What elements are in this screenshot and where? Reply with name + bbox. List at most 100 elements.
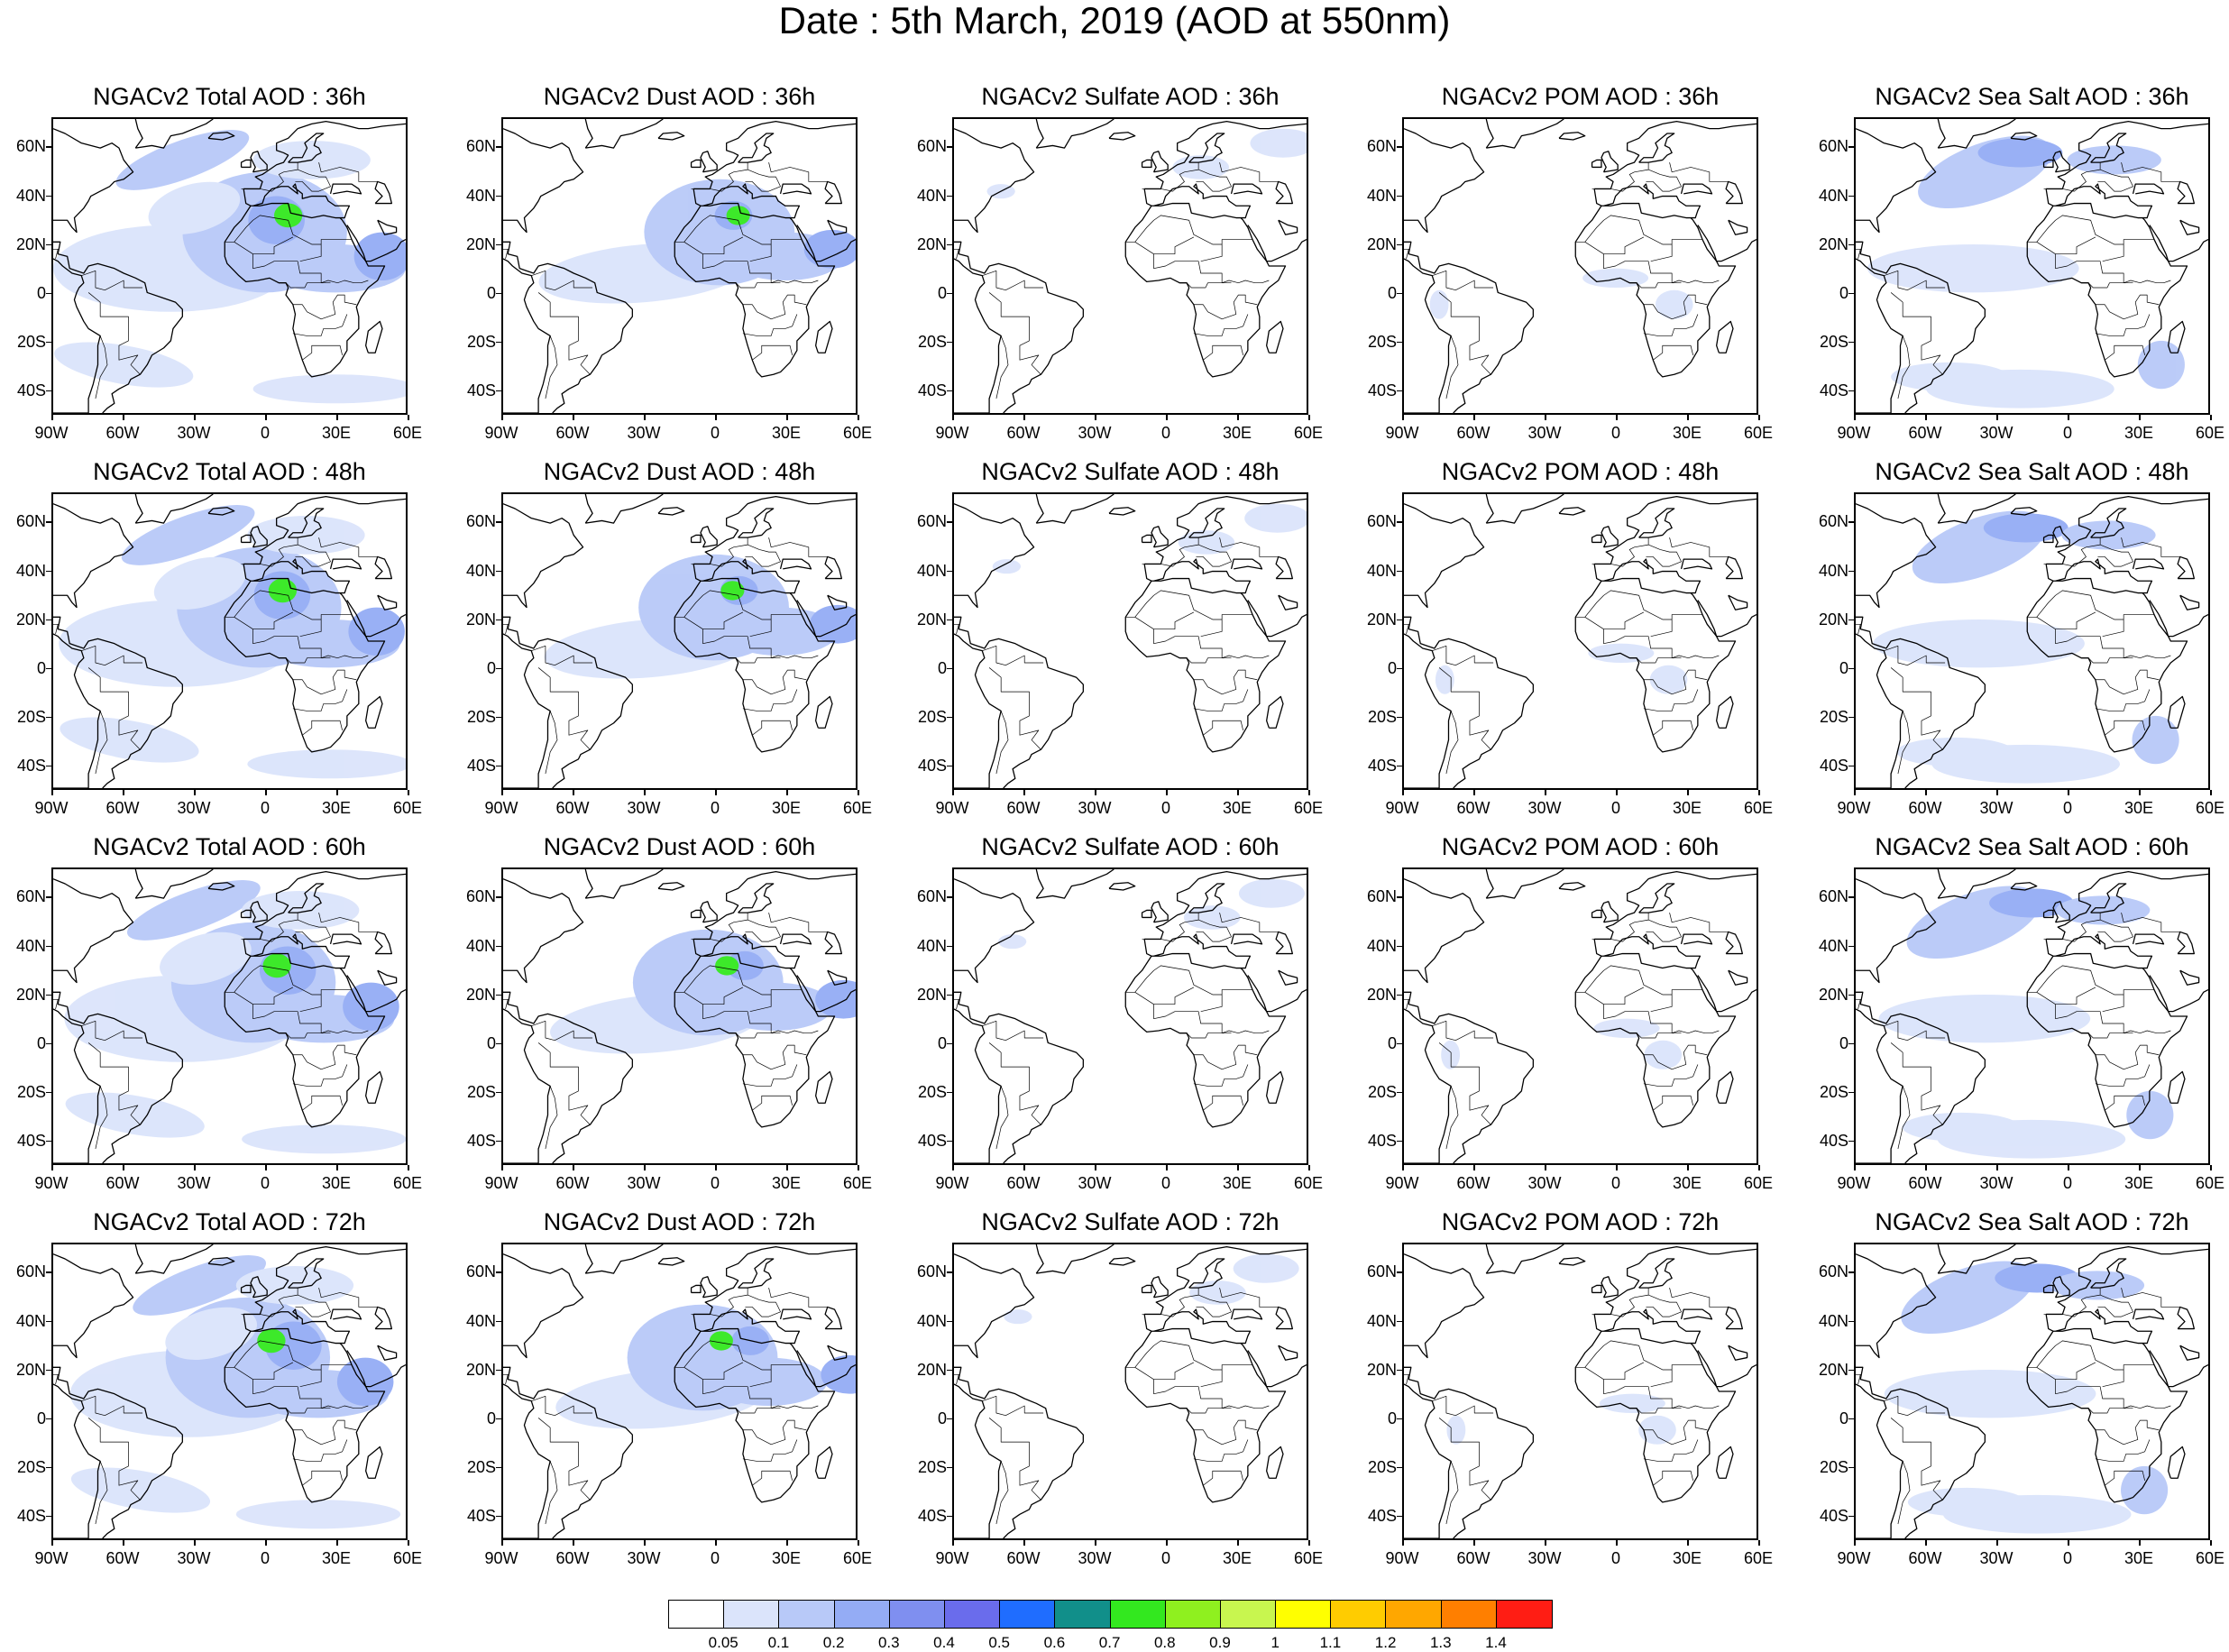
coastline [1575, 956, 1735, 1127]
lat-tick-label: 20S [1, 1458, 46, 1476]
aod-plume [2138, 341, 2185, 389]
lat-tick-mark [1397, 1418, 1402, 1420]
lon-tick-mark [51, 1165, 53, 1170]
aod-plume [1446, 1416, 1465, 1445]
lat-tick-mark [496, 1321, 501, 1323]
lon-tick-label: 60W [1446, 799, 1500, 817]
colorbar-label: 0.5 [977, 1634, 1022, 1652]
lon-tick-mark [2068, 790, 2069, 795]
lon-tick-mark [336, 790, 338, 795]
lat-tick-label: 20N [451, 610, 496, 629]
lat-tick-mark [947, 1418, 952, 1420]
lat-tick-mark [1397, 293, 1402, 295]
lat-tick-mark [947, 146, 952, 148]
aod-plume [1867, 244, 2079, 292]
coastline [1486, 119, 1564, 148]
coastline [1486, 1244, 1493, 1273]
lon-tick-label: 90W [1827, 799, 1881, 817]
country-border [1194, 689, 1248, 711]
lon-tick-label: 60W [1446, 1549, 1500, 1567]
lat-tick-label: 40N [1352, 562, 1397, 580]
coastline [954, 259, 1001, 413]
aod-map-total [53, 494, 406, 788]
lat-tick-label: 40N [1803, 937, 1848, 955]
lat-tick-mark [46, 896, 51, 898]
colorbar-label: 0.2 [812, 1634, 857, 1652]
lat-tick-label: 40N [451, 562, 496, 580]
map-panel-pom-36h [1402, 117, 1758, 415]
lat-tick-mark [1848, 717, 1854, 719]
coastline [585, 869, 663, 898]
lon-tick-label: 60E [381, 1174, 435, 1192]
coastline [954, 634, 1001, 788]
lat-tick-label: 40S [902, 1132, 947, 1150]
country-border [743, 689, 797, 711]
aod-map-dust [503, 869, 856, 1163]
coastline [1232, 559, 1262, 569]
lon-tick-mark [1996, 790, 1998, 795]
lon-tick-label: 0 [1139, 424, 1193, 442]
coastline [331, 934, 362, 944]
colorbar-label: 0.05 [701, 1634, 746, 1652]
country-border [982, 1021, 1043, 1040]
lon-tick-mark [1854, 1165, 1856, 1170]
lon-tick-label: 30W [617, 1549, 671, 1567]
lat-tick-label: 20N [1803, 986, 1848, 1004]
country-border [1585, 987, 1644, 1005]
lat-tick-label: 0 [1803, 1034, 1848, 1052]
coastline [366, 321, 382, 353]
lat-tick-mark [947, 896, 952, 898]
lat-tick-label: 40S [1803, 1132, 1848, 1150]
coastline [1601, 151, 1618, 172]
lon-tick-mark [786, 1540, 788, 1546]
lon-tick-mark [952, 790, 954, 795]
lon-tick-mark [1023, 790, 1025, 795]
coastline [1729, 1345, 1747, 1360]
lon-tick-label: 90W [474, 1174, 528, 1192]
lon-tick-mark [2139, 1540, 2141, 1546]
lon-tick-label: 90W [1827, 1174, 1881, 1192]
panel-title-total-72h: NGACv2 Total AOD : 72h [23, 1208, 437, 1235]
lon-tick-label: 60W [546, 1549, 600, 1567]
coastline [1729, 970, 1747, 985]
country-border [954, 249, 959, 259]
country-border [736, 1033, 780, 1038]
lon-tick-label: 0 [688, 1549, 742, 1567]
colorbar-swatch [1111, 1601, 1166, 1628]
aod-plume [993, 559, 1021, 574]
coastline [1594, 1247, 1757, 1315]
lon-tick-mark [408, 415, 409, 420]
country-border [745, 1295, 780, 1317]
lon-tick-mark [1545, 415, 1546, 420]
lat-tick-mark [46, 1516, 51, 1518]
lat-tick-mark [947, 1271, 952, 1273]
lon-tick-label: 90W [24, 1549, 78, 1567]
country-border [1646, 545, 1681, 566]
coastline [693, 497, 856, 564]
lat-tick-mark [496, 995, 501, 996]
lat-tick-label: 40S [1352, 1507, 1397, 1525]
lat-tick-mark [46, 1271, 51, 1273]
coastline [1279, 970, 1298, 985]
coastline [53, 504, 133, 608]
lon-tick-mark [858, 1165, 859, 1170]
lat-tick-mark [1397, 146, 1402, 148]
lat-tick-label: 0 [1, 1034, 46, 1052]
coastline [2169, 1446, 2185, 1478]
colorbar-label: 0.3 [867, 1634, 912, 1652]
panel-title-sea-salt-60h: NGACv2 Sea Salt AOD : 60h [1825, 833, 2229, 860]
coastline [1486, 494, 1564, 523]
country-border [1585, 237, 1644, 254]
lon-tick-mark [1545, 1165, 1546, 1170]
coastline [2180, 220, 2199, 234]
country-border [1203, 1471, 1243, 1485]
coastline [1276, 932, 1292, 953]
coastline [1938, 119, 1945, 148]
lon-tick-mark [1308, 415, 1310, 420]
coastline [954, 617, 1083, 788]
country-border [2096, 314, 2150, 335]
country-border [743, 1064, 797, 1086]
aod-plume [1239, 879, 1305, 908]
lat-tick-label: 40N [902, 1312, 947, 1330]
colorbar-label: 0.7 [1087, 1634, 1133, 1652]
